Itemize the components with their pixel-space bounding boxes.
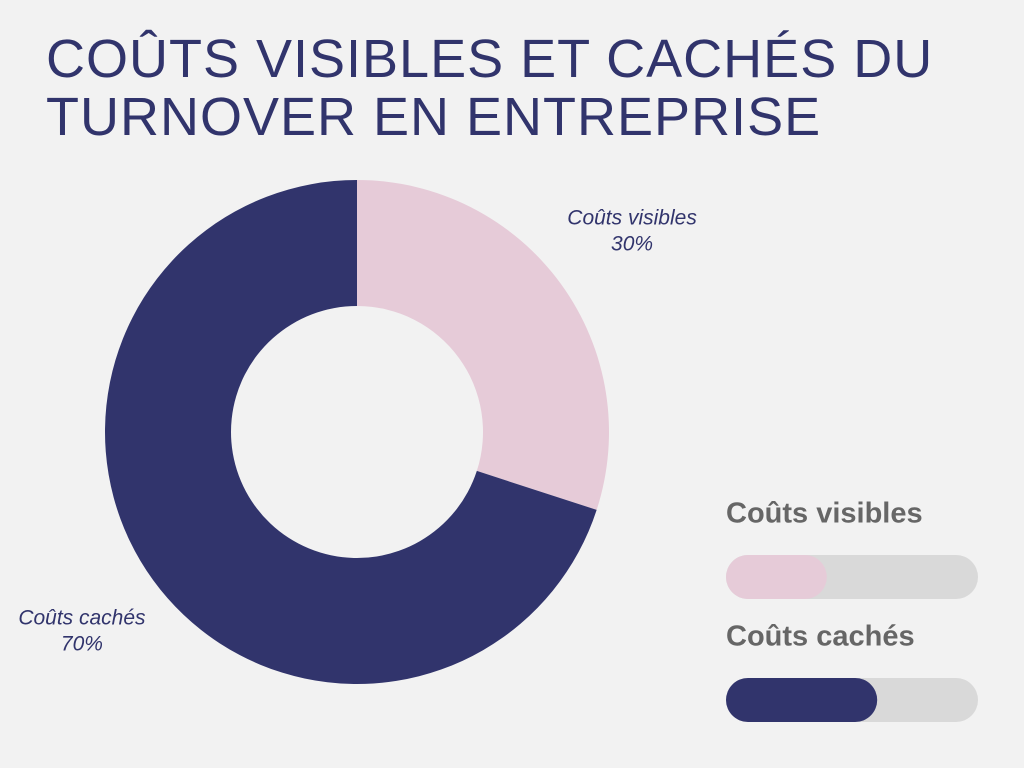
- segment-label: Coûts cachés: [18, 606, 146, 629]
- value-label: 70%: [61, 632, 103, 655]
- progress-bar: [726, 555, 827, 599]
- legend-label: Coûts cachés: [726, 621, 915, 653]
- donut-segment: [105, 180, 597, 684]
- donut-segment: [357, 180, 609, 510]
- legend-label: Coûts visibles: [726, 498, 923, 530]
- chart-title: COÛTS VISIBLES ET CACHÉS DU TURNOVER EN …: [46, 29, 934, 147]
- value-label: 30%: [611, 233, 653, 256]
- progress-bar: [726, 678, 878, 722]
- segment-label: Coûts visibles: [567, 207, 697, 230]
